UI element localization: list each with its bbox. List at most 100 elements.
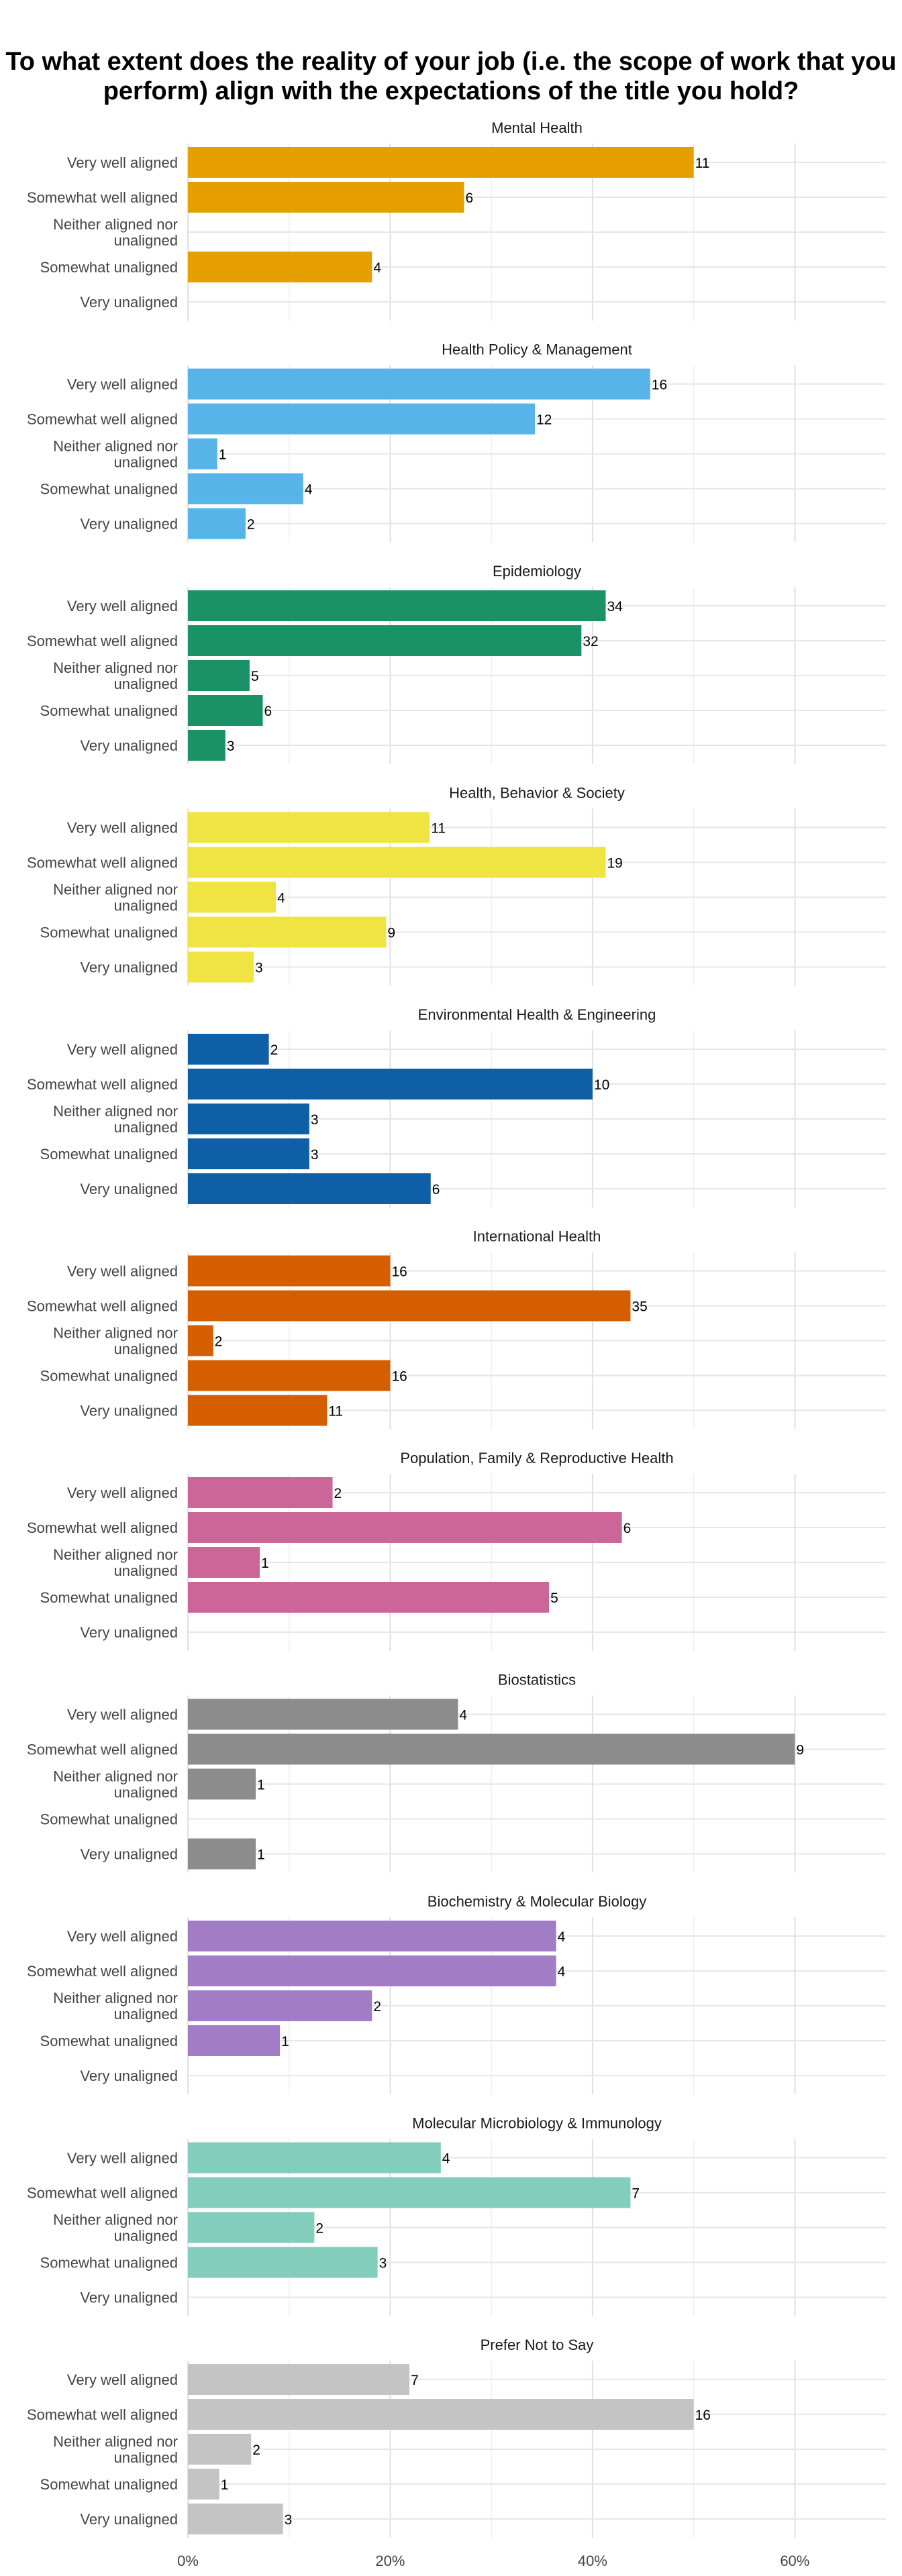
bar-value-label: 6 [432, 1182, 440, 1197]
bar-value-label: 6 [264, 704, 272, 719]
bar [188, 368, 650, 400]
bar [188, 1034, 269, 1065]
bar-value-label: 16 [652, 378, 667, 393]
bar-value-label: 3 [311, 1112, 319, 1128]
bar-value-label: 1 [261, 1556, 269, 1571]
bar [188, 1069, 593, 1099]
bar-value-label: 11 [431, 821, 446, 837]
category-label: Very unaligned [80, 2068, 178, 2084]
category-label-line: unaligned [114, 232, 178, 249]
bar [188, 1290, 631, 1322]
category-label: Somewhat unaligned [40, 1589, 178, 1606]
category-label: Very unaligned [80, 516, 178, 533]
category-label-line: unaligned [114, 898, 178, 914]
bar-value-label: 4 [277, 891, 285, 906]
category-label: Neither aligned nor unaligned [53, 438, 178, 471]
category-label: Somewhat unaligned [40, 1146, 178, 1163]
facet-1: Health Policy & Management Very well alig… [27, 341, 886, 543]
bar-value-label: 5 [251, 669, 259, 684]
facet-title: Epidemiology [493, 563, 581, 580]
bar [188, 1173, 431, 1204]
bar [188, 1395, 328, 1426]
bar [188, 2469, 219, 2500]
category-label: Somewhat unaligned [40, 702, 178, 719]
category-label: Very well aligned [67, 1707, 178, 1723]
category-label: Neither aligned nor unaligned [53, 881, 178, 914]
facet-4: Environmental Health & Engineering Very w… [27, 1006, 886, 1208]
bar-value-label: 2 [215, 1334, 223, 1350]
category-label-line: Neither aligned nor [53, 1768, 178, 1785]
category-label: Somewhat well aligned [27, 411, 178, 428]
bar-value-label: 3 [285, 2512, 293, 2528]
category-label: Very well aligned [67, 820, 178, 837]
bar-value-label: 2 [252, 2443, 260, 2458]
category-label: Very well aligned [67, 1485, 178, 1501]
facet-title: Environmental Health & Engineering [418, 1006, 656, 1023]
x-tick-label: 40% [578, 2553, 607, 2569]
category-label: Neither aligned nor unaligned [53, 2433, 178, 2466]
bar-value-label: 35 [632, 1299, 647, 1315]
category-label: Very well aligned [67, 154, 178, 171]
bar [188, 951, 254, 983]
category-label: Somewhat well aligned [27, 1741, 178, 1758]
bar [188, 590, 606, 621]
category-label-line: Neither aligned nor [53, 1990, 178, 2006]
bar-value-label: 2 [270, 1042, 279, 1058]
category-label: Very well aligned [67, 2371, 178, 2388]
category-label: Very well aligned [67, 1928, 178, 1945]
category-label-line: Neither aligned nor [53, 1325, 178, 1342]
bar [188, 2434, 252, 2465]
bar [188, 1477, 333, 1508]
facet-3: Health, Behavior & Society Very well alig… [27, 785, 886, 986]
facet-title: Health Policy & Management [442, 341, 632, 358]
bar-value-label: 4 [442, 2151, 450, 2167]
bar-value-label: 1 [221, 2477, 229, 2493]
category-label: Somewhat well aligned [27, 2185, 178, 2202]
bar-value-label: 3 [311, 1147, 319, 1163]
bar-value-label: 3 [227, 739, 235, 754]
category-label-line: Neither aligned nor [53, 1546, 178, 1563]
category-label-line: unaligned [114, 1341, 178, 1358]
facet-title: Biostatistics [498, 1672, 576, 1688]
bar-value-label: 34 [607, 599, 623, 614]
bar [188, 660, 250, 691]
category-label: Somewhat unaligned [40, 2033, 178, 2049]
category-label-line: Neither aligned nor [53, 216, 178, 233]
category-label-line: Neither aligned nor [53, 2433, 178, 2450]
category-label: Neither aligned nor unaligned [53, 1546, 178, 1579]
bar-value-label: 1 [257, 1847, 265, 1863]
category-label: Somewhat well aligned [27, 633, 178, 649]
bar [188, 916, 387, 948]
bar-value-label: 11 [328, 1404, 343, 1419]
bar [188, 438, 217, 470]
category-label: Neither aligned nor unaligned [53, 2212, 178, 2245]
bar-value-label: 9 [387, 926, 395, 941]
category-label: Very unaligned [80, 2290, 178, 2306]
category-label-line: unaligned [114, 454, 178, 471]
bar-value-label: 5 [550, 1591, 558, 1606]
bar [188, 2142, 441, 2174]
bar-value-label: 6 [623, 1521, 632, 1536]
bar-value-label: 4 [373, 260, 381, 276]
bar-value-label: 1 [281, 2034, 289, 2049]
bar [188, 2399, 694, 2430]
facet-title: Biochemistry & Molecular Biology [428, 1893, 646, 1910]
bar [188, 2025, 281, 2056]
category-label: Somewhat well aligned [27, 1298, 178, 1315]
category-label: Somewhat well aligned [27, 1076, 178, 1093]
bar [188, 147, 694, 178]
bar [188, 1547, 260, 1578]
bar [188, 1955, 556, 1986]
bar [188, 403, 535, 435]
bar [188, 1582, 550, 1613]
category-label: Somewhat well aligned [27, 189, 178, 206]
bar-value-label: 2 [373, 1999, 381, 2015]
bar-value-label: 1 [219, 447, 227, 463]
category-label-line: Neither aligned nor [53, 438, 178, 455]
bar [188, 1138, 309, 1169]
bar-value-label: 2 [334, 1486, 342, 1501]
facet-title: Molecular Microbiology & Immunology [412, 2115, 662, 2132]
bar [188, 473, 303, 504]
